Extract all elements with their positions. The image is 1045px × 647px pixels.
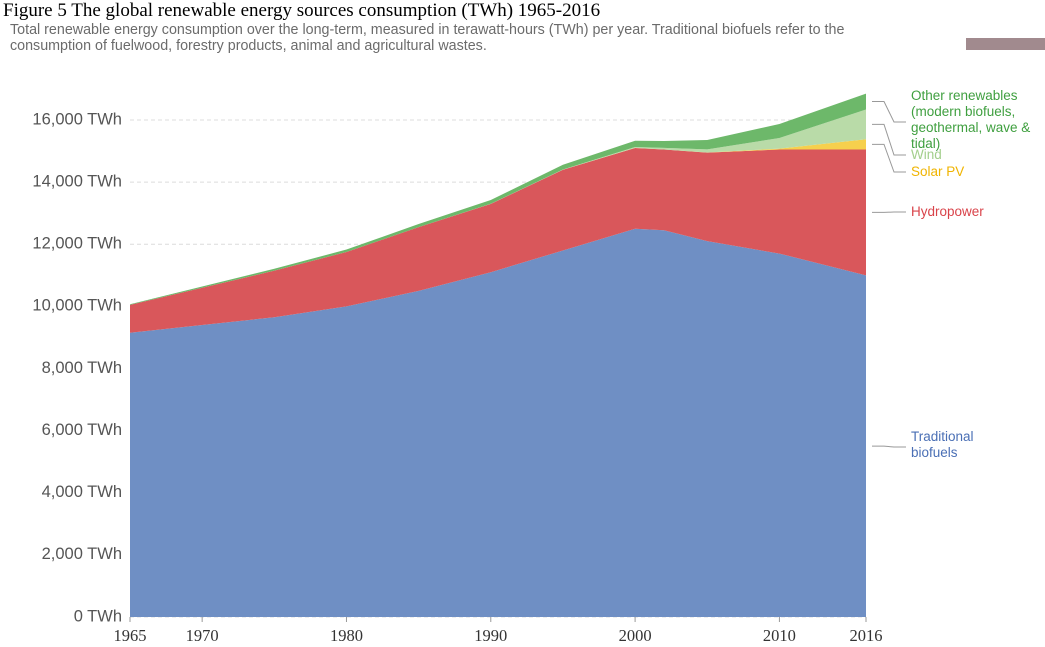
legend-leader bbox=[872, 123, 906, 156]
y-tick-label: 0 TWh bbox=[74, 607, 122, 625]
legend-leader bbox=[872, 445, 906, 448]
legend-label: Other renewables (modern biofuels, geoth… bbox=[911, 88, 1031, 151]
x-tick-label: 2016 bbox=[850, 626, 883, 645]
y-tick-label: 12,000 TWh bbox=[32, 235, 122, 253]
x-tick-label: 2000 bbox=[619, 626, 652, 645]
y-tick-label: 6,000 TWh bbox=[42, 421, 122, 439]
legend-label: Wind bbox=[911, 147, 942, 162]
x-tick-label: 2010 bbox=[763, 626, 796, 645]
x-tick-label: 1970 bbox=[186, 626, 219, 645]
legend-leader bbox=[872, 143, 906, 173]
y-tick-label: 4,000 TWh bbox=[42, 483, 122, 501]
y-tick-label: 8,000 TWh bbox=[42, 359, 122, 377]
legend-leader bbox=[872, 101, 906, 123]
area bbox=[130, 93, 866, 305]
y-tick-label: 2,000 TWh bbox=[42, 545, 122, 563]
x-tick-label: 1990 bbox=[474, 626, 507, 645]
legend-label: Traditional biofuels bbox=[911, 429, 974, 460]
area bbox=[130, 228, 866, 617]
x-tick-label: 1965 bbox=[114, 626, 147, 645]
y-tick-label: 16,000 TWh bbox=[32, 110, 122, 128]
area bbox=[130, 147, 866, 333]
decor-bar bbox=[966, 38, 1045, 50]
chart-subtitle: Total renewable energy consumption over … bbox=[10, 22, 845, 54]
chart-title: Figure 5 The global renewable energy sou… bbox=[3, 0, 601, 21]
legend-label: Solar PV bbox=[911, 164, 965, 179]
legend-label: Hydropower bbox=[911, 204, 984, 219]
x-tick-label: 1980 bbox=[330, 626, 363, 645]
y-tick-label: 10,000 TWh bbox=[32, 297, 122, 315]
y-tick-label: 14,000 TWh bbox=[32, 172, 122, 190]
